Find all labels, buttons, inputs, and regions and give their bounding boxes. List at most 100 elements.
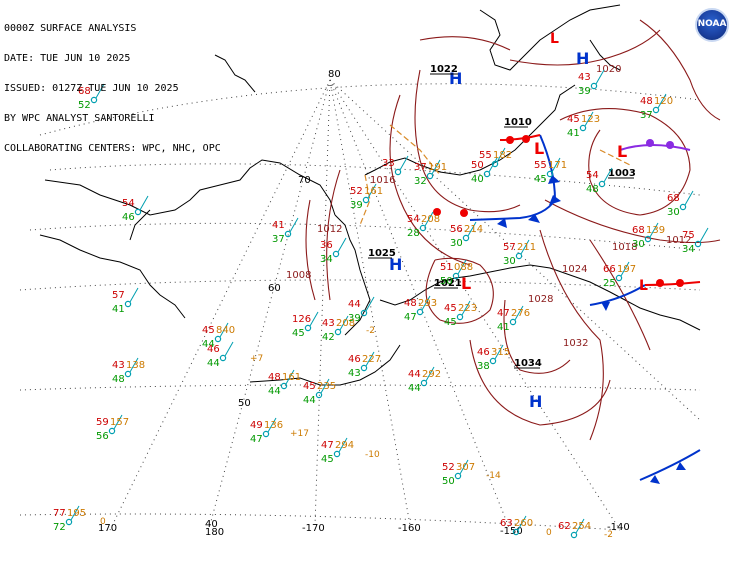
- pressure-value: 088: [454, 262, 473, 273]
- isobar: [639, 19, 721, 121]
- station-circle: [456, 313, 464, 321]
- station-circle: [134, 208, 142, 216]
- wind-barb: [309, 311, 319, 327]
- temperature-value: 44: [348, 299, 361, 310]
- temperature-value: 49: [250, 420, 263, 431]
- low-pressure-center: L: [550, 31, 559, 47]
- station-circle: [284, 230, 292, 238]
- wind-barb: [424, 211, 434, 227]
- dewpoint-value: 50: [440, 276, 453, 287]
- header-centers: COLLABORATING CENTERS: WPC, NHC, OPC: [4, 143, 221, 154]
- wind-barb: [620, 261, 630, 277]
- wind-barb: [224, 341, 234, 357]
- wind-barb: [575, 518, 585, 534]
- lon-label: -140: [607, 522, 630, 533]
- dewpoint-value: 50: [442, 476, 455, 487]
- temperature-value: 50: [471, 160, 484, 171]
- high-pressure-center: H: [529, 392, 542, 411]
- station-circle: [644, 235, 652, 243]
- station-circle: [394, 168, 402, 176]
- station-circle: [652, 106, 660, 114]
- wind-barb: [649, 222, 659, 238]
- dewpoint-value: 52: [78, 100, 91, 111]
- wind-barb: [517, 515, 527, 531]
- wind-barb: [431, 159, 441, 175]
- dewpoint-value: 48: [586, 184, 599, 195]
- trough: [389, 124, 441, 176]
- station-circle: [489, 357, 497, 365]
- dewpoint-value: 44: [303, 395, 316, 406]
- dewpoint-value: 37: [272, 234, 285, 245]
- dewpoint-value: 56: [96, 431, 109, 442]
- cold-front: [639, 449, 701, 481]
- temperature-value: 46: [477, 347, 490, 358]
- low-pressure-center: L: [534, 139, 544, 158]
- temperature-value: 66: [603, 264, 616, 275]
- lat-label: 40: [205, 519, 218, 530]
- station-circle: [360, 309, 368, 317]
- front-pips: [433, 135, 686, 484]
- temperature-value: 37: [414, 162, 427, 173]
- low-pressure-value: 1010: [504, 117, 532, 128]
- wind-barb: [461, 300, 471, 316]
- temperature-value: 48: [404, 298, 417, 309]
- station-circle: [124, 300, 132, 308]
- isobar-label: 1016: [370, 175, 395, 186]
- temperature-value: 43: [112, 360, 125, 371]
- wind-barb: [584, 111, 594, 127]
- dewpoint-value: 41: [497, 322, 510, 333]
- header-analyst: BY WPC ANALYST SANTORELLI: [4, 113, 155, 124]
- temperature-value: 33: [382, 158, 395, 169]
- dewpoint-value: 47: [250, 434, 263, 445]
- isobar: [559, 108, 691, 216]
- wind-barb: [699, 227, 709, 243]
- isobar-label: 1024: [562, 264, 587, 275]
- wind-barb: [70, 505, 80, 521]
- isobar: [305, 199, 316, 301]
- coastlines: [39, 4, 701, 386]
- temperature-value: 62: [558, 521, 571, 532]
- lon-label: -150: [500, 526, 523, 537]
- pressure-value: 161: [282, 372, 301, 383]
- pressure-value: 191: [428, 162, 447, 173]
- pressure-value: 123: [581, 114, 600, 125]
- temperature-value: 47: [497, 308, 510, 319]
- wind-barb: [338, 437, 348, 453]
- lat-label: 80: [328, 69, 341, 80]
- station-circle: [483, 170, 491, 178]
- pressure-value: 197: [617, 264, 636, 275]
- occluded-front: [619, 144, 691, 151]
- temperature-value: 55: [479, 150, 492, 161]
- pressure-value: 139: [646, 225, 665, 236]
- lon-label: -160: [398, 523, 421, 534]
- fronts: [433, 134, 701, 484]
- isobar: [509, 29, 661, 66]
- pressure-value: 235: [317, 381, 336, 392]
- dewpoint-value: 40: [471, 174, 484, 185]
- temperature-value: 47: [321, 440, 334, 451]
- station-circle: [570, 531, 578, 539]
- isobar: [589, 239, 651, 351]
- wind-barb: [399, 155, 409, 171]
- dewpoint-value: 45: [292, 328, 305, 339]
- pressure-value: 136: [264, 420, 283, 431]
- temperature-value: 46: [207, 344, 220, 355]
- station-circle: [419, 224, 427, 232]
- pressure-value: 292: [422, 369, 441, 380]
- station-circle: [615, 274, 623, 282]
- wind-barb: [139, 195, 149, 211]
- pressure-value: 214: [464, 224, 483, 235]
- temperature-value: 43: [322, 318, 335, 329]
- graticule-labels: 80 70 60 50 40 170 180 -170 -160 -150 -1…: [98, 69, 630, 538]
- lon-label: -170: [302, 523, 325, 534]
- high-pressure-value: 1025: [368, 248, 396, 259]
